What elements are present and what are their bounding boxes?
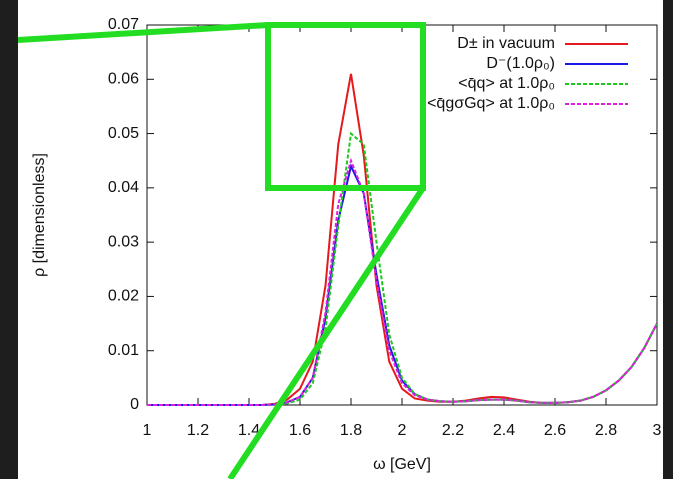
zoom-line — [17, 22, 269, 43]
y-tick-label: 0.06 — [108, 71, 139, 88]
x-tick-label: 1.6 — [289, 422, 311, 439]
legend-label: D± in vacuum — [457, 35, 555, 52]
x-tick-label: 2.4 — [493, 422, 515, 439]
y-tick-label: 0.03 — [108, 233, 139, 250]
y-tick-label: 0.07 — [108, 16, 139, 33]
x-tick-label: 2.2 — [442, 422, 464, 439]
x-tick-label: 3 — [653, 422, 662, 439]
x-tick-label: 1 — [143, 422, 152, 439]
y-tick-label: 0.02 — [108, 288, 139, 305]
y-tick-label: 0.04 — [108, 179, 139, 196]
x-tick-label: 2 — [398, 422, 407, 439]
x-tick-label: 2.6 — [544, 422, 566, 439]
y-tick-label: 0.05 — [108, 125, 139, 142]
x-axis-label: ω [GeV] — [373, 456, 431, 473]
y-tick-label: 0.01 — [108, 342, 139, 359]
y-axis-label: ρ [dimensionless] — [31, 153, 48, 277]
zoom-overlay — [17, 22, 426, 479]
x-tick-label: 1.8 — [340, 422, 362, 439]
series-line — [147, 157, 658, 406]
legend-label: <q̄q> at 1.0ρ₀ — [458, 75, 555, 92]
x-tick-label: 1.2 — [187, 422, 209, 439]
x-tick-label: 1.4 — [238, 422, 260, 439]
y-tick-label: 0 — [130, 396, 139, 413]
legend-label: <q̄gσGq> at 1.0ρ₀ — [427, 95, 555, 112]
zoom-box — [265, 22, 426, 191]
zoom-line — [227, 186, 426, 479]
x-tick-label: 2.8 — [595, 422, 617, 439]
legend-label: D⁻(1.0ρ₀) — [486, 55, 555, 72]
